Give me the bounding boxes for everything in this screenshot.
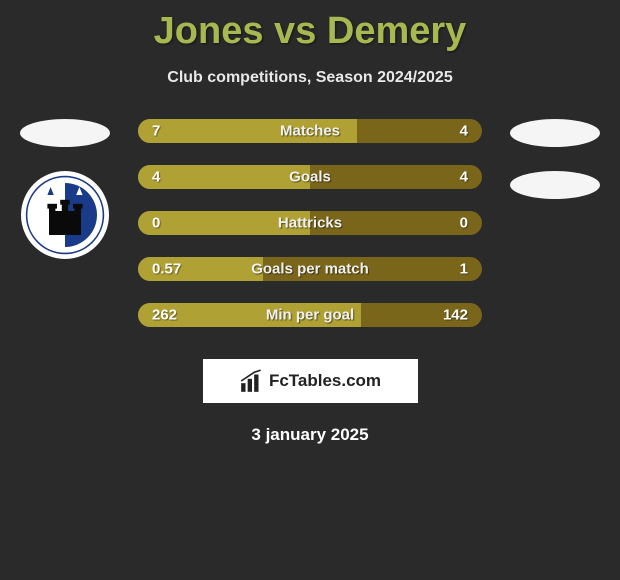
stat-value-left: 0.57 — [152, 261, 181, 278]
bar-chart-icon — [239, 368, 265, 394]
stat-label: Goals per match — [251, 261, 369, 278]
player-ellipse-left — [20, 119, 110, 147]
stat-value-left: 4 — [152, 169, 160, 186]
subtitle: Club competitions, Season 2024/2025 — [0, 69, 620, 87]
club-badge-icon — [25, 175, 105, 255]
stat-label: Matches — [280, 123, 340, 140]
stat-value-left: 0 — [152, 215, 160, 232]
left-club-badge — [21, 171, 109, 259]
date-text: 3 january 2025 — [0, 425, 620, 445]
stat-bar-hattricks: 0 Hattricks 0 — [138, 211, 482, 235]
stat-value-left: 262 — [152, 307, 177, 324]
player-ellipse-right-1 — [510, 119, 600, 147]
stat-value-right: 1 — [460, 261, 468, 278]
stat-bar-min-per-goal: 262 Min per goal 142 — [138, 303, 482, 327]
player-ellipse-right-2 — [510, 171, 600, 199]
stat-value-right: 142 — [443, 307, 468, 324]
left-column — [10, 119, 120, 259]
stats-bars: 7 Matches 4 4 Goals 4 0 Hattricks 0 0.57… — [120, 119, 500, 349]
stat-bar-goals: 4 Goals 4 — [138, 165, 482, 189]
right-column — [500, 119, 610, 223]
brand-box: FcTables.com — [203, 359, 418, 403]
stat-value-right: 0 — [460, 215, 468, 232]
stat-value-left: 7 — [152, 123, 160, 140]
content-row: 7 Matches 4 4 Goals 4 0 Hattricks 0 0.57… — [0, 119, 620, 349]
stat-bar-matches: 7 Matches 4 — [138, 119, 482, 143]
stat-bar-fill — [138, 165, 310, 189]
stat-value-right: 4 — [460, 169, 468, 186]
stat-label: Hattricks — [278, 215, 342, 232]
stat-label: Goals — [289, 169, 331, 186]
page-title: Jones vs Demery — [0, 0, 620, 53]
brand-text: FcTables.com — [269, 371, 381, 391]
stat-value-right: 4 — [460, 123, 468, 140]
stat-label: Min per goal — [266, 307, 354, 324]
stat-bar-goals-per-match: 0.57 Goals per match 1 — [138, 257, 482, 281]
